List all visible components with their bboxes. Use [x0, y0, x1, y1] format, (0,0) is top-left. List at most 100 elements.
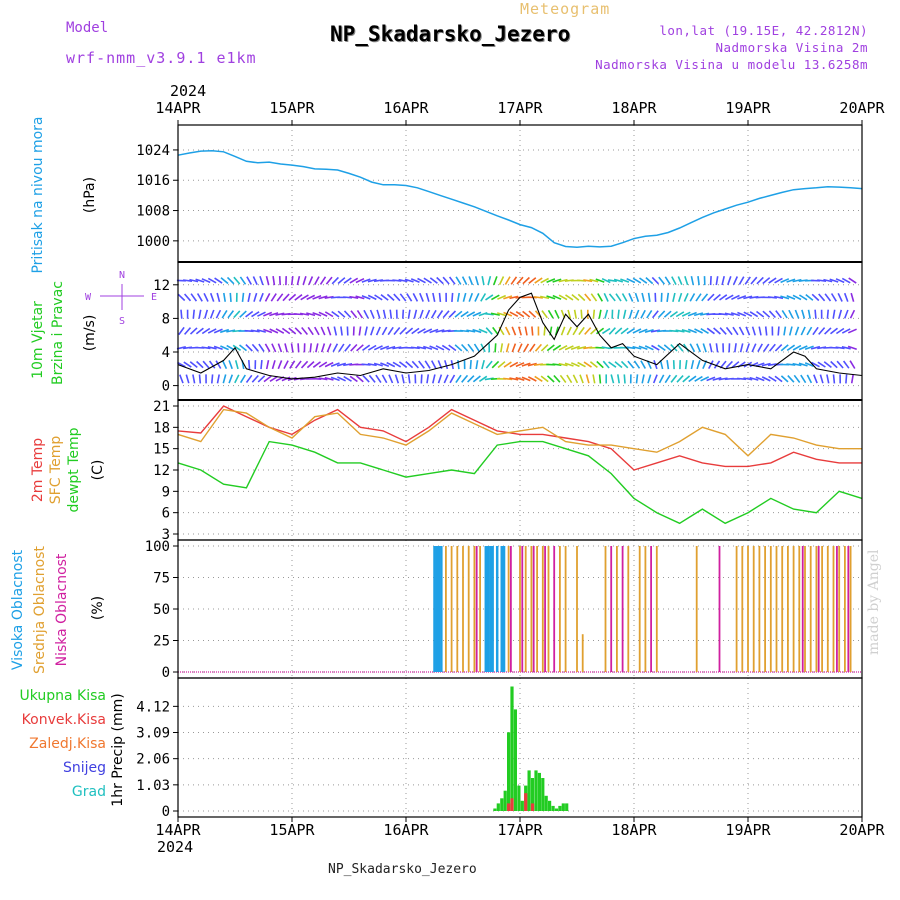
- wind-arrow: [659, 360, 664, 370]
- pressure-line: [177, 149, 863, 249]
- x-tick-label-top: 14APR: [155, 99, 201, 117]
- temp-axis-title-1: SFC Temp: [48, 436, 64, 505]
- wind-arrow: [454, 310, 463, 318]
- wind-arrow: [222, 374, 227, 384]
- wind-arrow: [682, 375, 691, 383]
- wind-arrow: [251, 311, 260, 318]
- wind-arrow: [798, 294, 808, 301]
- wind-arrow: [794, 309, 800, 319]
- wind-arrow: [832, 309, 836, 319]
- wind-arrow: [263, 375, 272, 383]
- wind-arrow: [830, 293, 837, 302]
- wind-arrow: [289, 360, 296, 369]
- wind-arrow: [706, 376, 716, 382]
- wind-arrow: [478, 328, 488, 334]
- wind-arrow: [781, 309, 788, 319]
- wind-arrow: [774, 277, 783, 284]
- wind-arrow: [580, 309, 583, 319]
- wind-arrow: [386, 293, 395, 301]
- wind-arrow: [743, 295, 753, 300]
- wind-arrow: [835, 278, 845, 284]
- wind-arrow: [518, 326, 522, 336]
- wind-arrow: [493, 276, 498, 286]
- wind-arrow: [369, 309, 375, 319]
- wind-arrow: [707, 293, 715, 302]
- wind-arrow: [455, 374, 462, 384]
- wind-arrow: [663, 344, 672, 352]
- wind-arrow: [432, 374, 436, 384]
- wind-arrow: [817, 361, 826, 368]
- x-tick-label-bottom: 19APR: [725, 821, 771, 839]
- wind-arrow: [461, 374, 469, 383]
- wind-arrow: [505, 343, 510, 353]
- wind-arrow: [777, 326, 780, 336]
- wind-arrow: [626, 346, 636, 350]
- wind-arrow: [554, 309, 560, 319]
- wind-arrow: [367, 278, 377, 283]
- wind-arrow: [509, 377, 519, 381]
- wind-arrow: [233, 310, 241, 319]
- wind-arrow: [577, 361, 586, 368]
- wind-arrow: [628, 309, 633, 319]
- wind-arrow: [638, 328, 648, 334]
- y-tick-label: 21: [153, 399, 170, 415]
- wind-arrow: [393, 293, 401, 302]
- wind-arrow: [798, 345, 808, 351]
- wind-arrow: [232, 344, 242, 351]
- wind-arrow: [794, 326, 800, 336]
- wind-arrow: [343, 375, 352, 382]
- wind-arrow: [620, 278, 630, 283]
- wind-arrow: [614, 327, 623, 335]
- wind-arrow: [767, 296, 777, 299]
- wind-arrow: [448, 310, 457, 318]
- wind-arrow: [313, 326, 320, 336]
- wind-arrow: [485, 327, 493, 335]
- wind-arrow: [528, 277, 537, 285]
- pressure-axis-title: Pritisak na nivou mora: [30, 116, 46, 273]
- wind-arrow: [818, 293, 826, 302]
- wind-arrow: [306, 294, 316, 301]
- y-tick-label: 6: [162, 506, 170, 522]
- wind-arrow: [669, 310, 678, 318]
- wind-arrow: [190, 293, 198, 302]
- wind-arrow: [595, 278, 605, 283]
- meteogram-title: Meteogram: [520, 0, 611, 18]
- wind-arrow: [215, 360, 222, 369]
- wind-arrow: [239, 374, 246, 384]
- wind-arrow: [252, 276, 258, 286]
- wind-arrow: [382, 309, 387, 319]
- precip-legend-4: Grad: [72, 784, 106, 800]
- wind-arrow: [633, 360, 641, 369]
- wind-arrow: [201, 346, 211, 350]
- wind-arrow: [411, 327, 420, 335]
- wind-arrow: [761, 376, 771, 382]
- wind-arrow: [429, 277, 438, 284]
- wind-arrow: [604, 309, 609, 319]
- wind-arrow: [296, 276, 301, 286]
- wind-arrow: [750, 276, 758, 285]
- wind-arrow: [626, 327, 636, 335]
- wind-arrow: [780, 295, 790, 300]
- wind-arrow: [442, 310, 450, 319]
- wind-arrow: [511, 343, 517, 353]
- wind-arrow: [695, 293, 702, 302]
- wind-arrow: [437, 374, 443, 384]
- wind-arrow: [812, 326, 819, 336]
- wind-arrow: [350, 310, 358, 319]
- wind-arrow: [709, 276, 712, 286]
- compass-north: N: [119, 270, 125, 281]
- wind-arrow: [763, 343, 770, 352]
- wind-arrow: [559, 374, 567, 383]
- wind-arrow: [669, 329, 679, 333]
- wind-arrow: [533, 296, 544, 299]
- wind-arrow: [615, 293, 622, 302]
- wind-arrow: [349, 295, 359, 299]
- wind-arrow: [592, 309, 596, 319]
- wind-arrow: [497, 361, 506, 369]
- wind-arrow: [209, 292, 215, 302]
- wind-arrow: [376, 309, 381, 319]
- wind-arrow: [715, 343, 719, 353]
- model-elevation-info: Nadmorska Visina u modelu 13.6258m: [595, 57, 868, 72]
- wind-arrow: [257, 375, 266, 383]
- wind-arrow: [553, 374, 561, 383]
